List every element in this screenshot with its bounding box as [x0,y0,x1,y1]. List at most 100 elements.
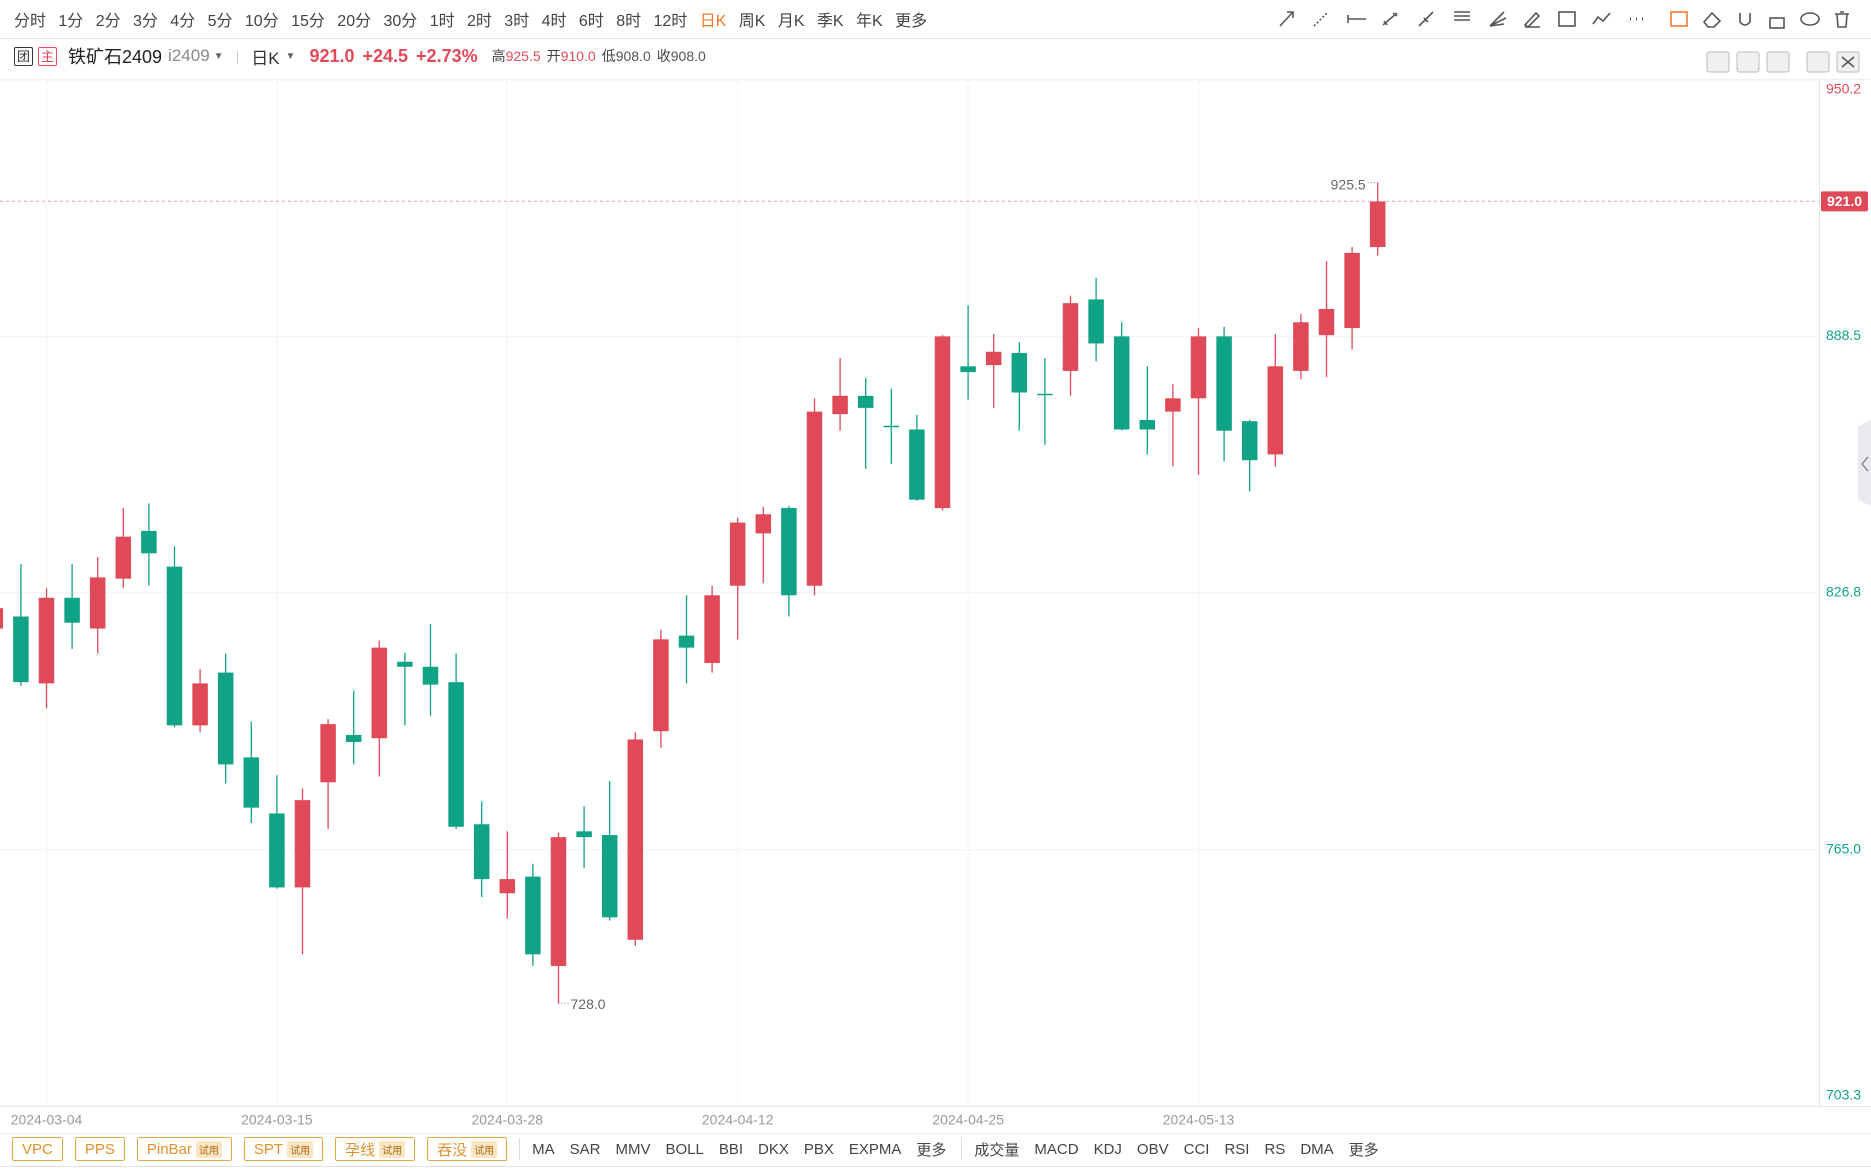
strategy-name: SPT [253,1140,284,1158]
header-tools[interactable] [1706,51,1860,73]
period-btn[interactable]: 4分 [170,13,196,30]
sub-indicator[interactable]: RSI [1224,1140,1250,1158]
ray-tool[interactable] [1279,11,1294,27]
period-btn[interactable]: 2时 [467,13,492,30]
period-btn[interactable]: 3时 [504,13,530,30]
candle-body [729,522,746,586]
sub-indicator[interactable]: OBV [1136,1140,1169,1158]
side-tab[interactable] [1858,420,1871,506]
period-btn[interactable]: 1时 [429,13,455,30]
eraser-tool[interactable] [1702,11,1722,28]
lock-tool[interactable] [1769,17,1785,29]
caret[interactable]: ▼ [285,50,296,62]
sub-indicator[interactable]: DMA [1300,1140,1334,1158]
badge[interactable]: 团 [14,46,33,66]
tool-btn[interactable] [1766,51,1790,73]
main-indicator[interactable]: MMV [615,1140,651,1158]
stats: 高925.5 开910.0 低908.0 收908.0 [486,46,706,66]
candle-body [1318,308,1335,336]
tool-btn[interactable] [1706,51,1730,73]
dash-tool[interactable] [1313,11,1329,27]
period[interactable]: 日K [251,48,280,68]
candle-body [1113,336,1130,430]
period-btn[interactable]: 4时 [541,13,567,30]
main-indicator[interactable]: DKX [758,1140,789,1158]
stat-value: 908.0 [670,48,706,64]
candle-body [13,616,29,683]
period-btn[interactable]: 12时 [653,13,688,30]
sub-indicator[interactable]: CCI [1183,1140,1210,1158]
strategy-btn[interactable]: VPC [12,1137,63,1161]
tool-btn[interactable] [1736,51,1760,73]
y-tick-label: 703.3 [1826,1087,1861,1103]
badge[interactable]: 主 [38,46,57,66]
sub-indicator[interactable]: 成交量 [974,1141,1020,1159]
hline-tool[interactable] [1347,15,1366,23]
main-indicator[interactable]: SAR [569,1140,601,1158]
main-indicator[interactable]: EXPMA [848,1140,902,1158]
candle-body [1190,336,1207,399]
expand-btn[interactable] [1806,51,1830,73]
period-toolbar: 分时 1分 2分 3分 4分 5分 10分 15分 20分 30分 1时 2时 3时 4时 6时 8时 12时日… [0,0,1274,38]
period-btn[interactable]: 10分 [244,13,279,30]
candle-body [115,536,132,579]
image-tool[interactable] [1558,11,1576,27]
candle-body [371,647,388,739]
period-btn[interactable]: 更多 [895,13,928,30]
trash-tool[interactable] [1835,11,1849,28]
segment-tool[interactable] [1382,12,1398,26]
candle-body [499,879,516,894]
wave-tool[interactable] [1592,12,1611,25]
strategy-btn[interactable]: 吞没 试用 [427,1137,508,1161]
period-btn[interactable]: 5分 [207,13,233,30]
main-indicator[interactable]: BOLL [665,1140,704,1158]
period-btn[interactable]: 1分 [58,13,84,30]
period-btn[interactable]: 20分 [337,13,372,30]
y-tick-label: 888.5 [1826,327,1861,343]
sub-indicator[interactable]: 更多 [1348,1141,1379,1159]
fib-tool[interactable] [1454,11,1470,21]
period-btn[interactable]: 日K [699,13,727,30]
period-btn[interactable]: 8时 [616,13,642,30]
period-btn[interactable]: 6时 [578,13,604,30]
candle-body [1011,353,1028,393]
edit-tool[interactable] [1670,11,1688,27]
fan-tool[interactable] [1489,11,1507,27]
strategy-btn[interactable]: 孕线 试用 [335,1137,416,1161]
draw-tools[interactable] [1279,11,1849,29]
main-indicator[interactable]: 更多 [916,1141,947,1159]
main-indicator[interactable]: PBX [803,1140,834,1158]
strategy-btn[interactable]: PinBar 试用 [136,1137,232,1161]
strategy-btn[interactable]: SPT 试用 [243,1137,324,1161]
eye-tool[interactable] [1800,12,1820,26]
period-btn[interactable]: 3分 [133,13,158,30]
strategy-name: 孕线 [345,1141,376,1159]
high-label: 925.5 [1331,176,1366,192]
x-tick-label: 2024-03-15 [241,1112,313,1128]
candle-body [38,597,55,684]
caret[interactable]: ▼ [213,50,224,62]
main-indicator[interactable]: BBI [718,1140,743,1158]
period-btn[interactable]: 15分 [291,13,325,30]
y-tick-label: 826.8 [1826,583,1861,599]
sub-indicator[interactable]: RS [1264,1140,1286,1158]
magnet-tool[interactable] [1739,13,1751,26]
period-btn[interactable]: 季K [816,13,844,30]
period-btn[interactable]: 分时 [14,13,47,30]
marker-tool[interactable] [1523,11,1541,29]
main-indicator[interactable]: MA [532,1140,555,1158]
period-btn[interactable]: 30分 [383,13,418,30]
sub-indicator[interactable]: MACD [1034,1140,1079,1158]
period-btn[interactable]: 月K [777,13,805,30]
period-btn[interactable]: 年K [856,13,883,30]
pen-tool[interactable] [1418,11,1434,27]
strategy-btn[interactable]: PPS [74,1137,125,1161]
period-btn[interactable]: 2分 [95,13,121,30]
symbol[interactable]: 铁矿石2409 [68,47,163,67]
period-btn[interactable]: 周K [738,13,766,30]
candle-body [294,800,311,888]
code: i2409 [168,46,210,65]
candle-body [89,577,106,629]
sub-indicator[interactable]: KDJ [1093,1140,1122,1158]
